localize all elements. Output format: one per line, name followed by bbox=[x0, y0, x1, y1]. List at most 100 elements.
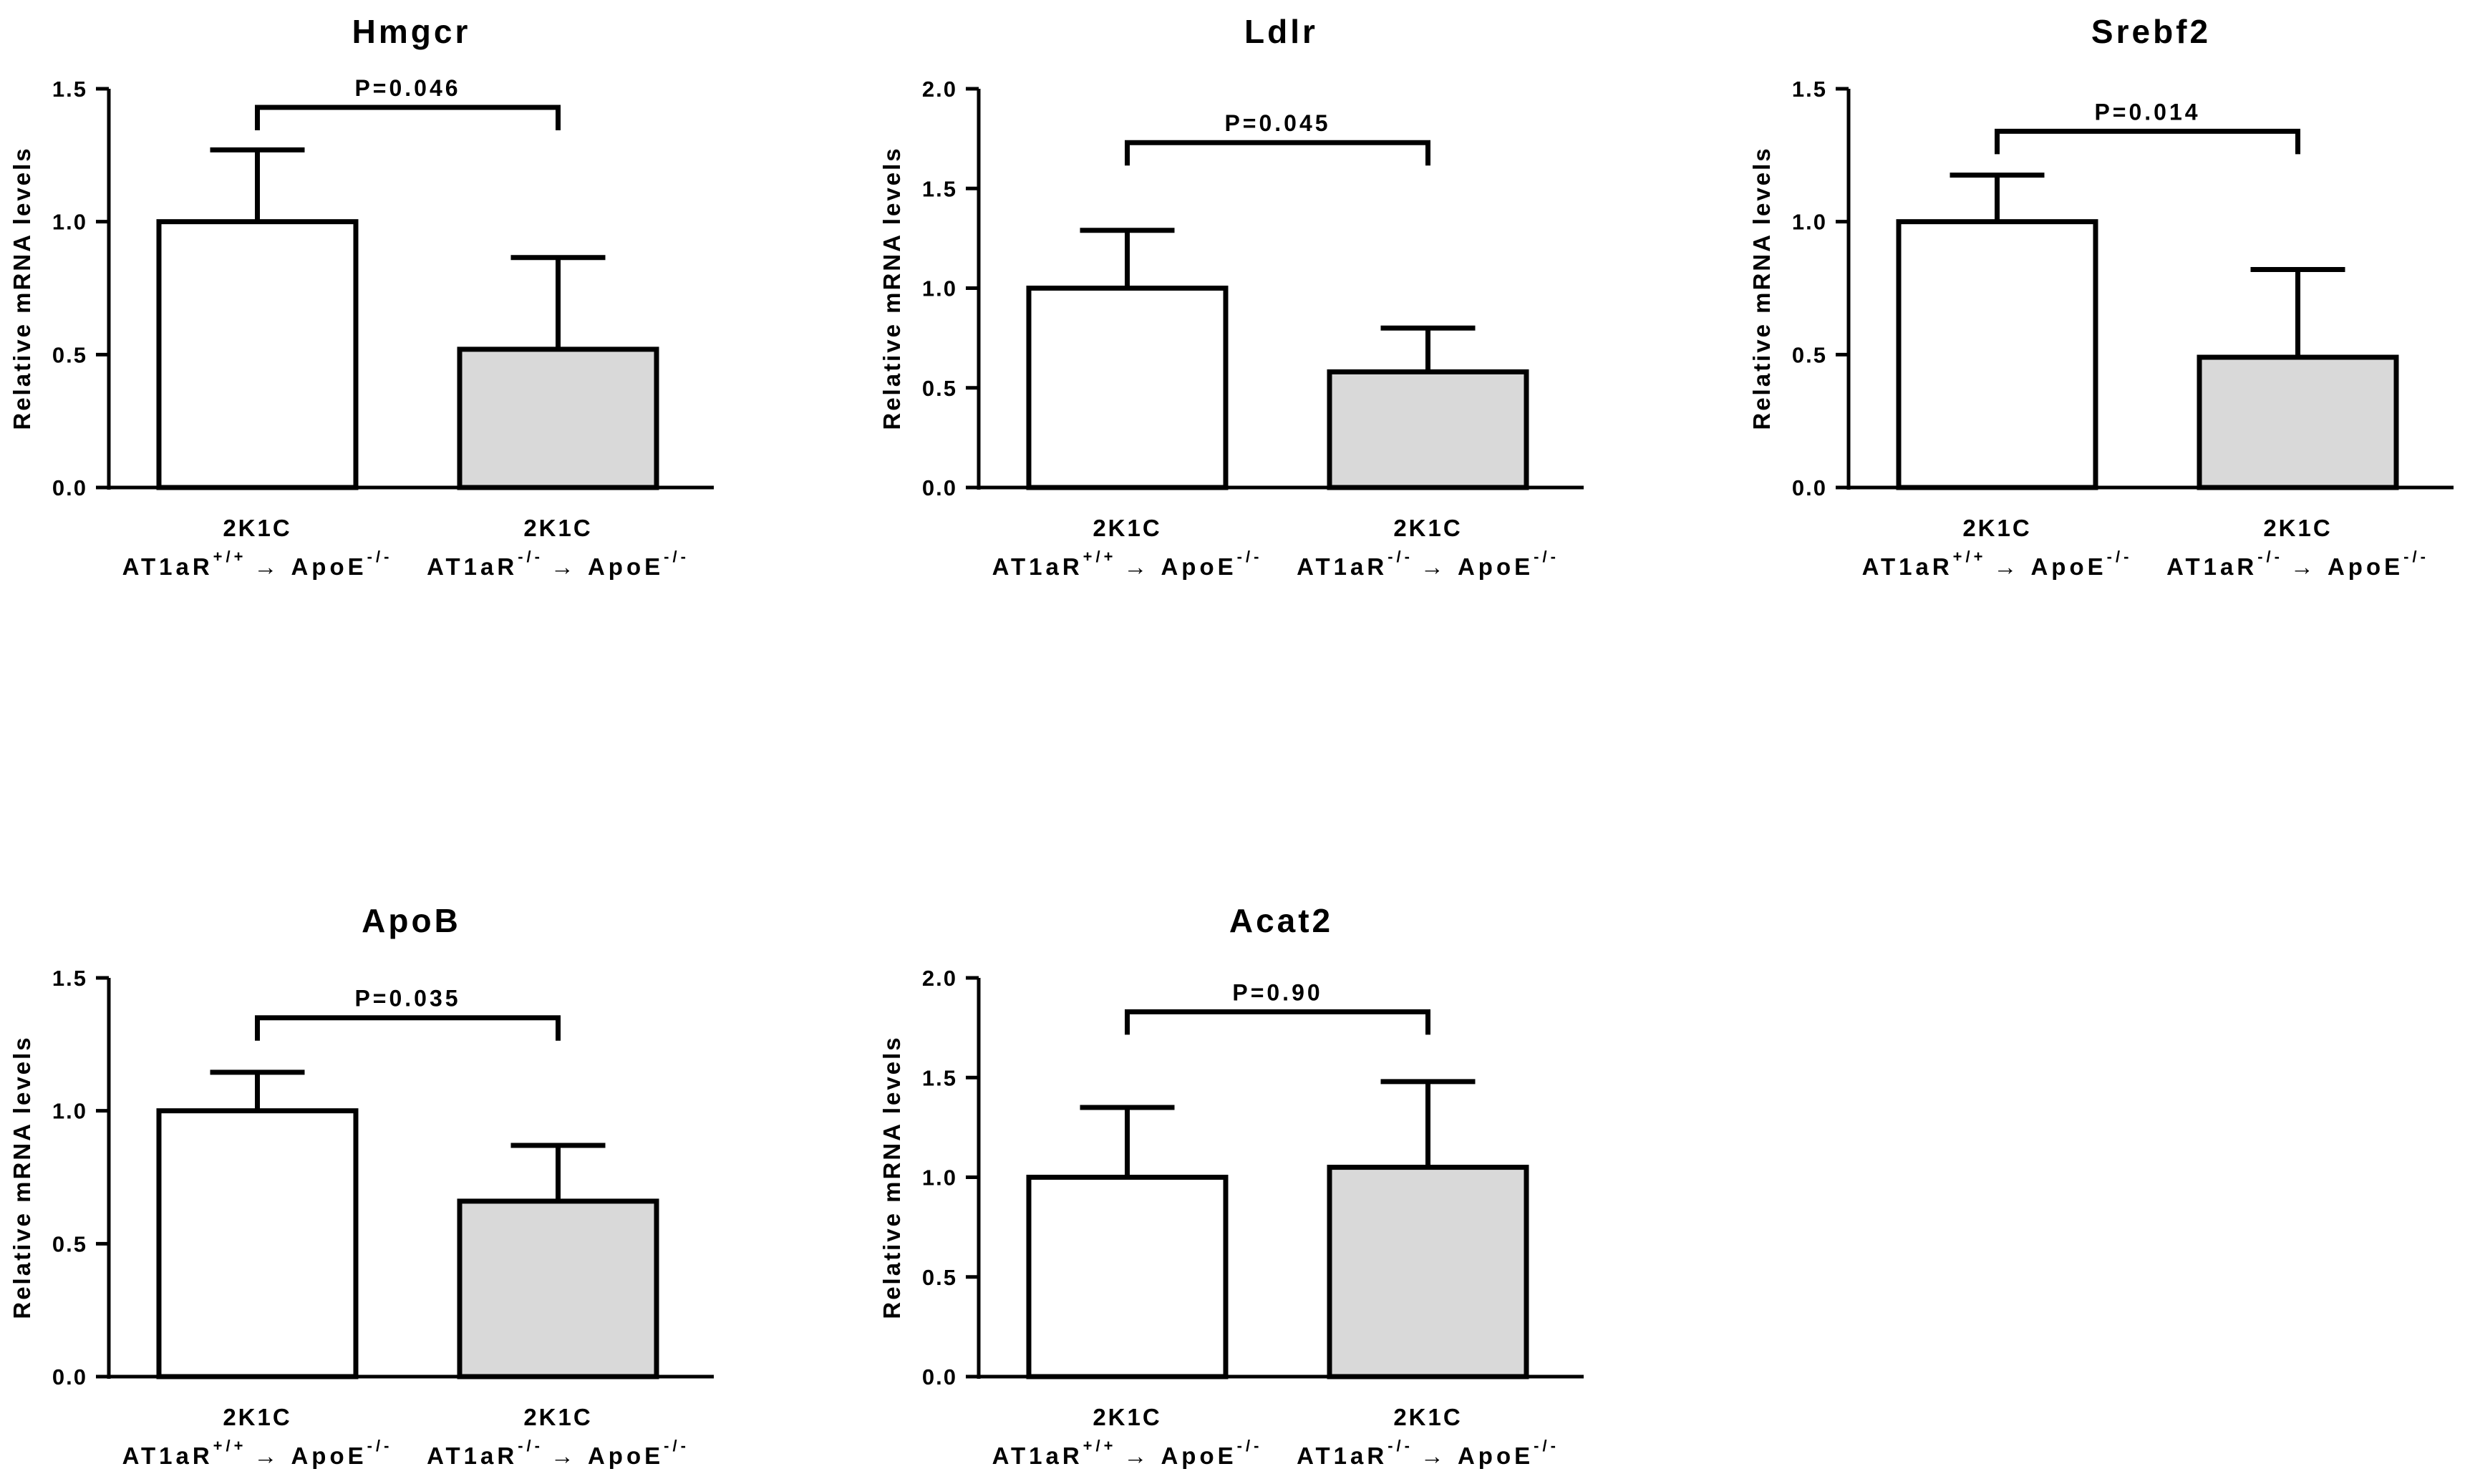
category-prefix: AT1aR bbox=[122, 553, 213, 580]
y-tick-label: 0.0 bbox=[922, 1364, 957, 1390]
category-target: ApoE bbox=[1458, 553, 1534, 580]
category-sup2: -/- bbox=[664, 548, 689, 566]
category-label-line2: AT1aR-/- → ApoE-/- bbox=[1297, 1437, 1559, 1469]
bar bbox=[457, 1198, 659, 1379]
category-target: ApoE bbox=[291, 553, 367, 580]
category-target: ApoE bbox=[1161, 1442, 1236, 1469]
category-prefix: AT1aR bbox=[992, 1442, 1083, 1469]
category-label-line2: AT1aR-/- → ApoE-/- bbox=[427, 1437, 689, 1469]
chart-panel-ldlr: Ldlr Relative mRNA levels 0.0 0.5 1.0 1.5 2.0 2… bbox=[878, 13, 1584, 580]
significance-bracket bbox=[1125, 1009, 1430, 1035]
chart-title: Acat2 bbox=[1229, 902, 1333, 939]
category-sup1: +/+ bbox=[213, 1437, 247, 1455]
y-tick-label: 0.5 bbox=[52, 342, 87, 367]
category-prefix: AT1aR bbox=[1862, 553, 1953, 580]
chart-title: Hmgcr bbox=[352, 13, 471, 50]
category-prefix: AT1aR bbox=[2166, 553, 2257, 580]
category-prefix: AT1aR bbox=[427, 553, 518, 580]
category-sup2: -/- bbox=[2107, 548, 2133, 566]
y-tick-label: 0.0 bbox=[1792, 475, 1827, 500]
significance-bracket bbox=[255, 1015, 561, 1041]
category-label-line2: AT1aR-/- → ApoE-/- bbox=[1297, 548, 1559, 580]
y-tick-label: 1.0 bbox=[922, 276, 957, 301]
bar bbox=[1026, 1175, 1229, 1379]
category-label-line1: 2K1C bbox=[223, 515, 291, 541]
bar bbox=[156, 1108, 359, 1379]
category-sup2: -/- bbox=[367, 1437, 393, 1455]
chart-panel-hmgcr: Hmgcr Relative mRNA levels 0.0 0.5 1.0 1.5 2K1… bbox=[9, 13, 714, 580]
y-tick-label: 1.0 bbox=[52, 210, 87, 235]
category-sup1: +/+ bbox=[1083, 1437, 1117, 1455]
p-value-label: P=0.046 bbox=[354, 75, 460, 101]
category-label-line2: AT1aR-/- → ApoE-/- bbox=[2166, 548, 2429, 580]
significance-bracket bbox=[1125, 140, 1430, 166]
y-tick-label: 0.5 bbox=[922, 1265, 957, 1290]
chart-panel-srebf2: Srebf2 Relative mRNA levels 0.0 0.5 1.0 1.5 2K… bbox=[1748, 13, 2454, 580]
y-tick-label: 0.0 bbox=[52, 1364, 87, 1390]
category-target: ApoE bbox=[588, 1442, 664, 1469]
category-sup2: -/- bbox=[1534, 548, 1559, 566]
category-sup1: -/- bbox=[2257, 548, 2283, 566]
category-label-line2: AT1aR+/+ → ApoE-/- bbox=[122, 1437, 393, 1469]
bar bbox=[1327, 1165, 1529, 1379]
category-label-line1: 2K1C bbox=[1393, 515, 1462, 541]
category-sup1: +/+ bbox=[1083, 548, 1117, 566]
bar bbox=[457, 346, 659, 490]
category-label-line1: 2K1C bbox=[1093, 515, 1161, 541]
y-tick-label: 1.5 bbox=[922, 176, 957, 201]
chart-title: ApoB bbox=[362, 902, 461, 939]
category-sup1: +/+ bbox=[213, 548, 247, 566]
category-sup2: -/- bbox=[1534, 1437, 1559, 1455]
y-axis-label: Relative mRNA levels bbox=[9, 1035, 35, 1319]
y-tick-label: 0.0 bbox=[52, 475, 87, 500]
significance-bracket bbox=[1995, 128, 2300, 155]
category-arrow: → bbox=[253, 553, 281, 580]
category-prefix: AT1aR bbox=[1297, 553, 1388, 580]
y-tick-label: 1.0 bbox=[922, 1165, 957, 1190]
p-value-label: P=0.014 bbox=[2094, 99, 2200, 125]
y-tick-label: 2.0 bbox=[922, 966, 957, 991]
category-label-line1: 2K1C bbox=[1393, 1404, 1462, 1430]
chart-panel-apob: ApoB Relative mRNA levels 0.0 0.5 1.0 1.5 2K1C… bbox=[9, 902, 714, 1469]
category-arrow: → bbox=[1420, 1442, 1448, 1469]
category-sup2: -/- bbox=[2403, 548, 2429, 566]
category-arrow: → bbox=[253, 1442, 281, 1469]
y-tick-label: 0.5 bbox=[922, 376, 957, 401]
category-label-line1: 2K1C bbox=[223, 1404, 291, 1430]
category-sup2: -/- bbox=[1237, 548, 1263, 566]
y-tick-label: 1.5 bbox=[1792, 77, 1827, 102]
category-sup2: -/- bbox=[1237, 1437, 1263, 1455]
chart-title: Ldlr bbox=[1244, 13, 1318, 50]
category-target: ApoE bbox=[2328, 553, 2403, 580]
p-value-label: P=0.90 bbox=[1232, 979, 1322, 1005]
category-sup2: -/- bbox=[664, 1437, 689, 1455]
category-prefix: AT1aR bbox=[1297, 1442, 1388, 1469]
category-label-line1: 2K1C bbox=[1093, 1404, 1161, 1430]
category-label-line2: AT1aR+/+ → ApoE-/- bbox=[1862, 548, 2133, 580]
y-axis-label: Relative mRNA levels bbox=[9, 146, 35, 430]
category-sup1: -/- bbox=[1388, 1437, 1413, 1455]
category-sup1: -/- bbox=[518, 1437, 543, 1455]
category-label-line2: AT1aR+/+ → ApoE-/- bbox=[992, 1437, 1263, 1469]
category-prefix: AT1aR bbox=[992, 553, 1083, 580]
category-target: ApoE bbox=[291, 1442, 367, 1469]
category-arrow: → bbox=[2290, 553, 2318, 580]
bar bbox=[2197, 354, 2399, 490]
y-tick-label: 0.5 bbox=[1792, 342, 1827, 367]
category-target: ApoE bbox=[2030, 553, 2106, 580]
p-value-label: P=0.035 bbox=[354, 986, 460, 1012]
category-arrow: → bbox=[1420, 553, 1448, 580]
category-label-line2: AT1aR-/- → ApoE-/- bbox=[427, 548, 689, 580]
bar bbox=[156, 219, 359, 490]
y-tick-label: 1.0 bbox=[52, 1099, 87, 1124]
y-tick-label: 0.5 bbox=[52, 1231, 87, 1256]
significance-bracket bbox=[255, 105, 561, 130]
category-target: ApoE bbox=[588, 553, 664, 580]
category-sup2: -/- bbox=[367, 548, 393, 566]
category-label-line1: 2K1C bbox=[523, 515, 592, 541]
category-label-line2: AT1aR+/+ → ApoE-/- bbox=[122, 548, 393, 580]
category-prefix: AT1aR bbox=[427, 1442, 518, 1469]
y-axis-label: Relative mRNA levels bbox=[1748, 146, 1775, 430]
y-tick-label: 2.0 bbox=[922, 77, 957, 102]
